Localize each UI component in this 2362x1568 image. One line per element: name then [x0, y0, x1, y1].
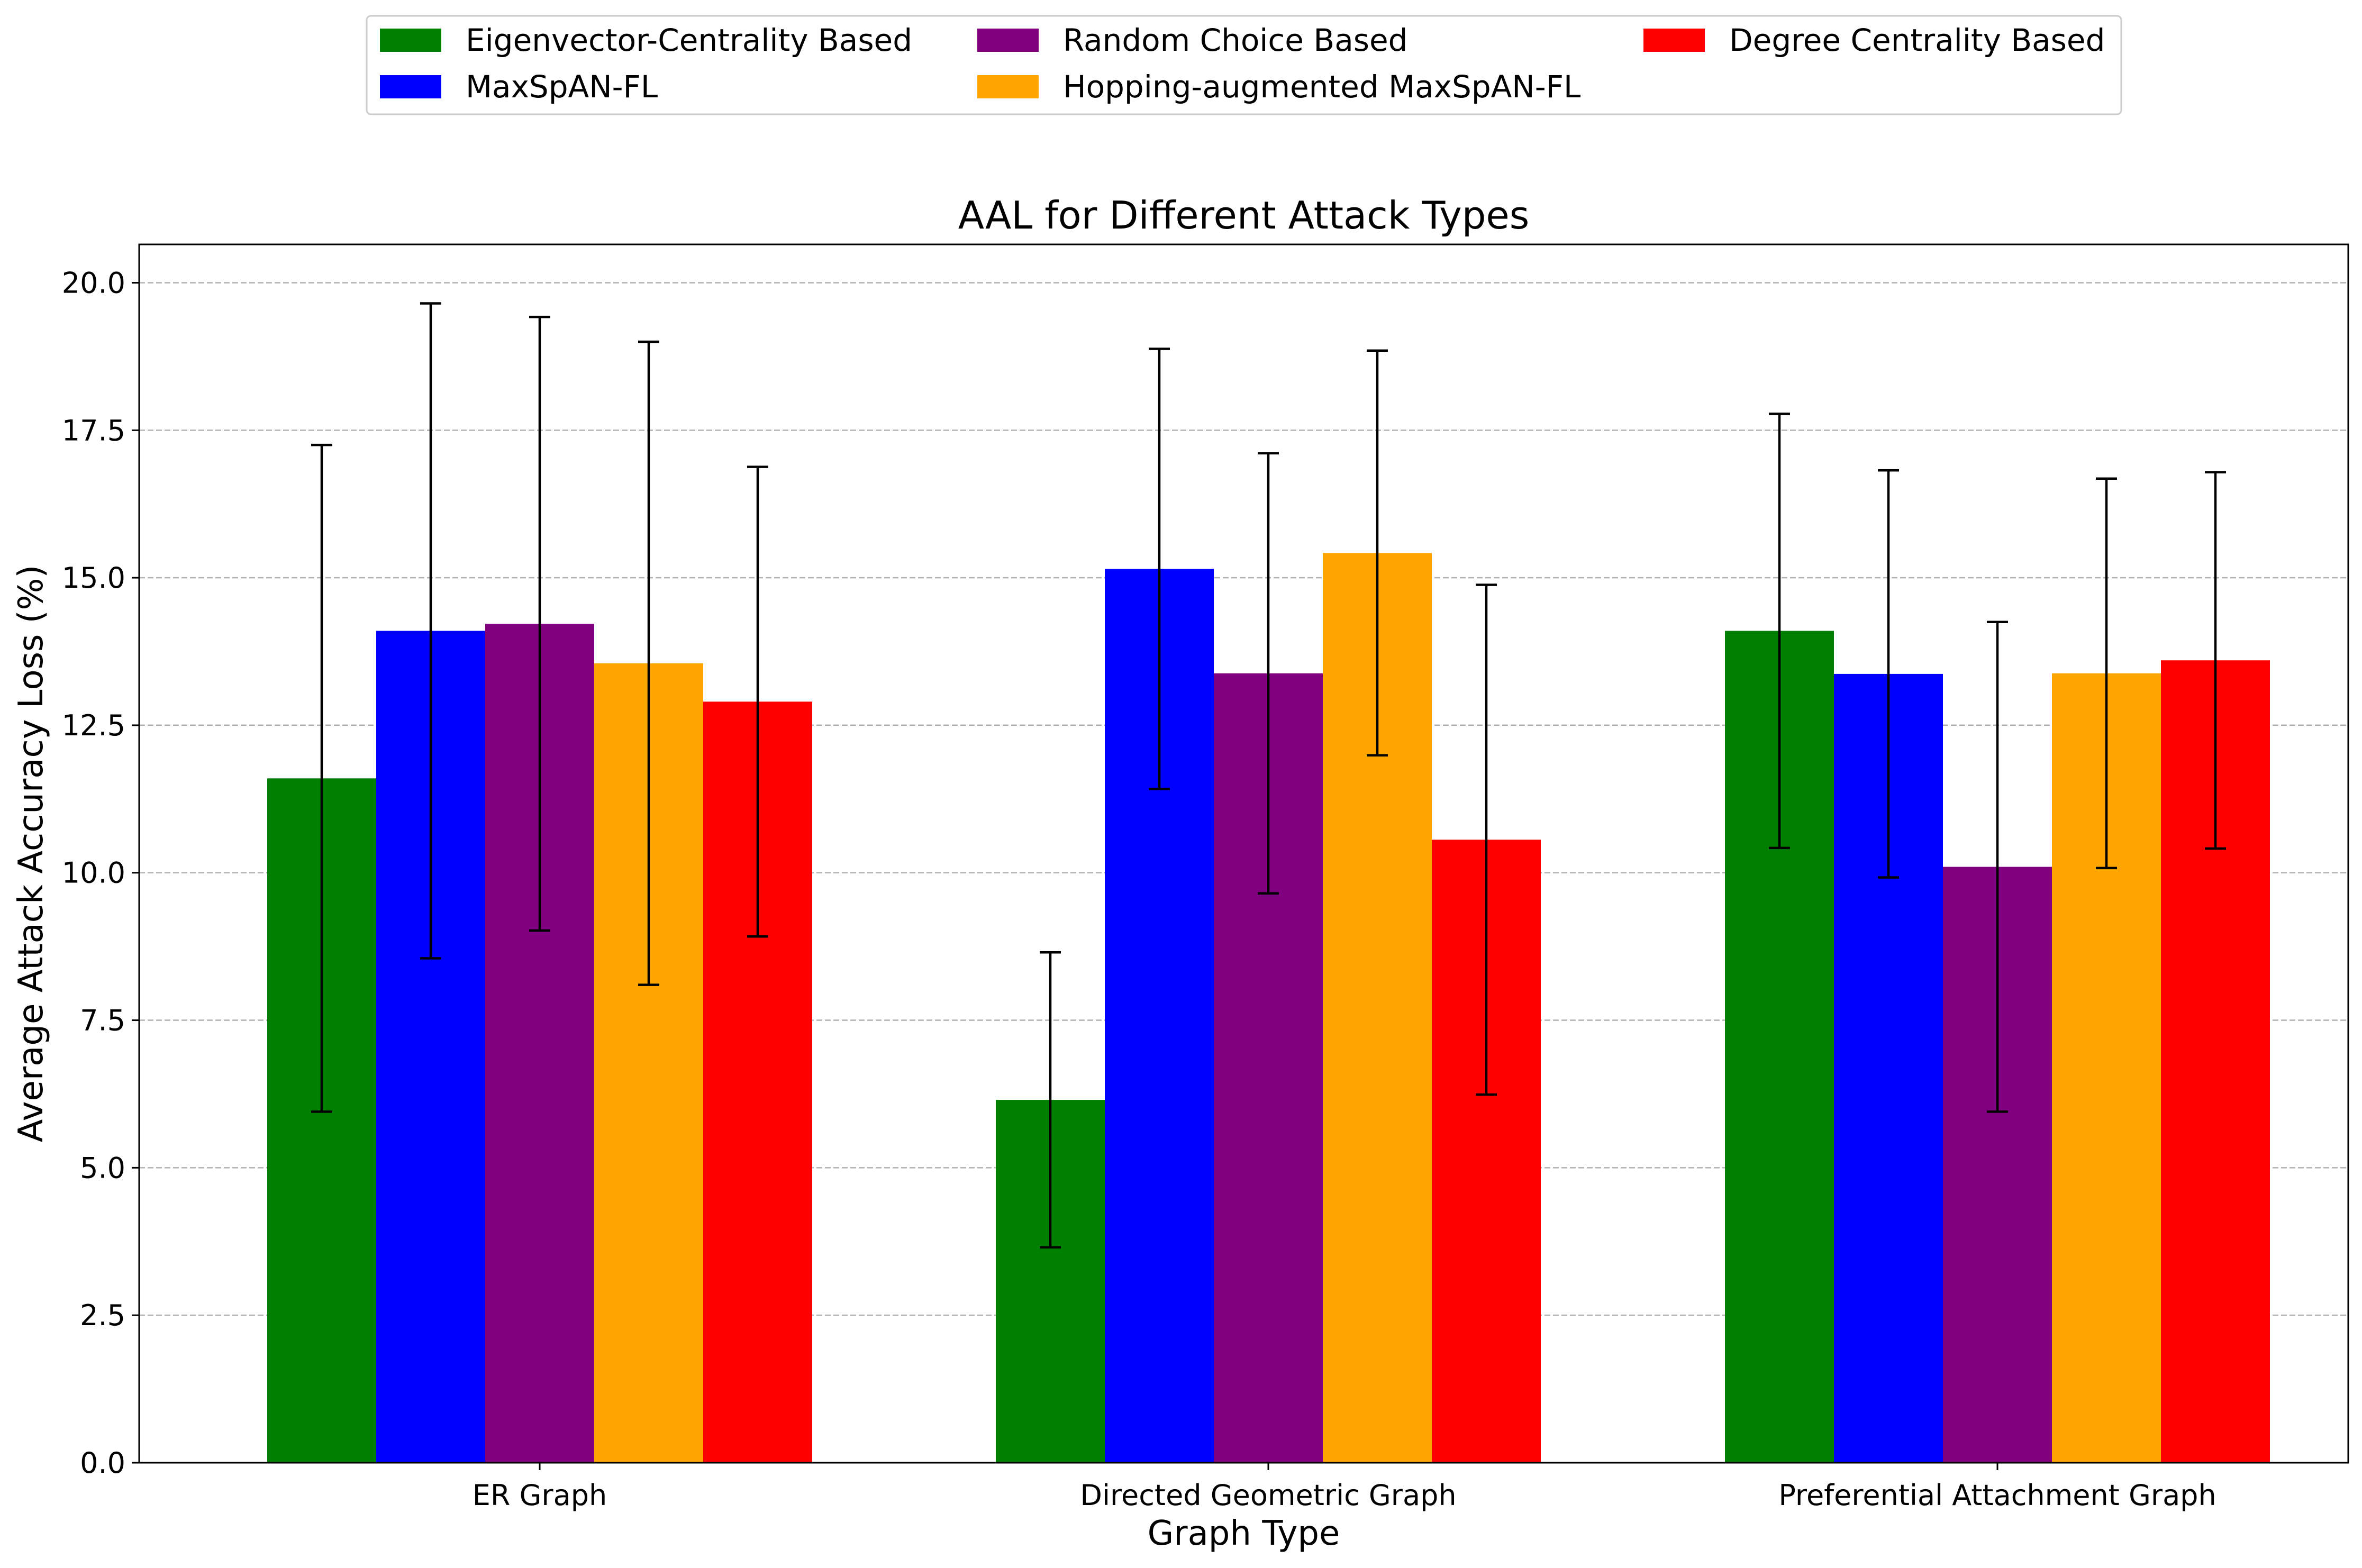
legend-swatch [977, 75, 1039, 98]
x-axis-label: Graph Type [1148, 1514, 1340, 1553]
y-tick-label: 5.0 [80, 1151, 125, 1184]
legend-label: MaxSpAN-FL [466, 69, 658, 105]
y-tick-label: 2.5 [80, 1299, 125, 1332]
y-axis-ticks: 0.0 2.5 5.0 7.5 10.0 12.5 15.0 17.5 20.0 [62, 266, 139, 1480]
legend-swatch [1643, 29, 1705, 52]
x-tick-label: Directed Geometric Graph [1080, 1479, 1456, 1512]
x-axis-ticks: ER Graph Directed Geometric Graph Preferen… [473, 1463, 2216, 1512]
y-axis-label: Average Attack Accuracy Loss (%) [12, 565, 51, 1143]
legend-label: Eigenvector-Centrality Based [466, 22, 912, 58]
y-tick-label: 17.5 [62, 414, 125, 447]
error-bars [311, 302, 2226, 1249]
legend-label: Hopping-augmented MaxSpAN-FL [1063, 69, 1580, 105]
y-tick-label: 20.0 [62, 266, 125, 299]
legend-label: Degree Centrality Based [1729, 22, 2105, 58]
legend-swatch [380, 75, 441, 98]
y-tick-label: 0.0 [80, 1446, 125, 1480]
legend-swatch [977, 29, 1039, 52]
bars [267, 553, 2270, 1463]
y-tick-label: 12.5 [62, 709, 125, 742]
y-tick-label: 15.0 [62, 561, 125, 595]
y-tick-label: 10.0 [62, 856, 125, 890]
legend-label: Random Choice Based [1063, 22, 1407, 58]
plot-area-frame [138, 243, 2349, 1464]
y-tick-label: 7.5 [80, 1004, 125, 1037]
legend: Eigenvector-Centrality Based MaxSpAN-FL Ra… [366, 15, 2122, 115]
x-tick-label: Preferential Attachment Graph [1778, 1479, 2216, 1512]
legend-swatch [380, 29, 441, 52]
x-tick-label: ER Graph [473, 1479, 607, 1512]
chart-title: AAL for Different Attack Types [958, 193, 1529, 238]
